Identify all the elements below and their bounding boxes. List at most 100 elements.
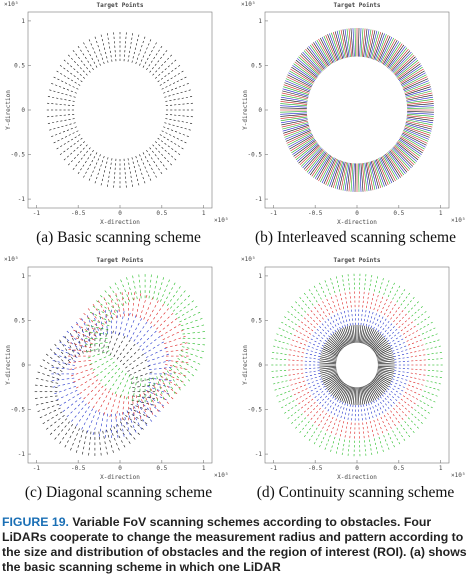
pattern-stroke — [396, 348, 399, 351]
pattern-stroke — [132, 56, 134, 59]
pattern-stroke — [323, 393, 326, 396]
pattern-stroke — [110, 358, 113, 360]
pattern-stroke — [406, 397, 409, 400]
pattern-stroke — [151, 399, 154, 403]
pattern-stroke — [90, 342, 93, 344]
pattern-stroke — [152, 358, 155, 361]
pattern-stroke — [284, 336, 287, 338]
pattern-stroke — [136, 160, 139, 163]
pattern-stroke — [322, 426, 324, 429]
pattern-stroke — [35, 404, 39, 406]
pattern-stroke — [71, 356, 74, 360]
pattern-stroke — [97, 328, 99, 331]
x-label: X-direction — [100, 474, 140, 481]
pattern-stroke — [336, 30, 345, 59]
pattern-stroke — [62, 409, 66, 412]
pattern-stroke — [419, 400, 422, 402]
pattern-stroke — [402, 342, 405, 344]
pattern-stroke — [114, 391, 117, 394]
pattern-stroke — [327, 288, 330, 291]
pattern-stroke — [377, 35, 389, 62]
pattern-stroke — [375, 159, 387, 186]
pattern-stroke — [59, 153, 62, 155]
pattern-stroke — [376, 371, 393, 378]
pattern-stroke — [90, 389, 94, 393]
pattern-stroke — [174, 344, 178, 346]
pattern-stroke — [314, 420, 317, 424]
pattern-stroke — [323, 374, 339, 384]
pattern-stroke — [421, 313, 424, 316]
pattern-stroke — [394, 423, 396, 427]
pattern-stroke — [162, 382, 166, 385]
pattern-stroke — [123, 355, 126, 359]
pattern-stroke — [139, 410, 141, 414]
pattern-stroke — [322, 410, 324, 413]
pattern-stroke — [390, 149, 409, 172]
pattern-stroke — [321, 352, 338, 359]
pattern-stroke — [64, 444, 67, 448]
pattern-stroke — [180, 324, 184, 327]
pattern-stroke — [158, 49, 160, 52]
pattern-stroke — [142, 414, 146, 416]
pattern-stroke — [168, 95, 171, 97]
pattern-stroke — [326, 443, 328, 446]
pattern-stroke — [309, 152, 327, 176]
pattern-stroke — [290, 344, 293, 346]
y-tick-label: 0.5 — [251, 317, 262, 324]
pattern-stroke — [81, 414, 84, 418]
pattern-stroke — [389, 416, 392, 419]
pattern-stroke — [360, 28, 364, 57]
pattern-stroke — [379, 407, 382, 410]
pattern-stroke — [83, 42, 85, 45]
pattern-stroke — [58, 132, 62, 134]
pattern-stroke — [58, 418, 61, 421]
pattern-stroke — [124, 372, 127, 376]
pattern-stroke — [283, 84, 310, 94]
pattern-stroke — [66, 70, 69, 72]
pattern-stroke — [341, 429, 343, 433]
pattern-stroke — [329, 33, 340, 61]
pattern-stroke — [307, 336, 310, 339]
pattern-stroke — [297, 143, 319, 162]
pattern-stroke — [344, 416, 346, 420]
pattern-stroke — [377, 360, 395, 363]
pattern-stroke — [407, 310, 410, 313]
pattern-stroke — [433, 400, 436, 403]
pattern-stroke — [135, 174, 138, 177]
pattern-stroke — [307, 320, 310, 323]
y-tick-label: -0.5 — [248, 152, 263, 159]
pattern-stroke — [290, 384, 293, 386]
pattern-stroke — [105, 302, 108, 305]
pattern-stroke — [310, 389, 313, 392]
pattern-stroke — [67, 140, 70, 143]
pattern-stroke — [337, 442, 340, 446]
pattern-stroke — [397, 306, 400, 310]
pattern-stroke — [314, 351, 317, 354]
pattern-stroke — [48, 369, 52, 372]
pattern-stroke — [103, 155, 105, 159]
pattern-stroke — [146, 318, 149, 322]
y-label: Y-direction — [242, 345, 249, 385]
pattern-stroke — [94, 386, 97, 389]
pattern-stroke — [405, 90, 432, 98]
pattern-stroke — [372, 406, 374, 409]
pattern-stroke — [304, 404, 307, 406]
pattern-stroke — [177, 145, 180, 148]
pattern-stroke — [155, 147, 158, 150]
pattern-stroke — [374, 303, 377, 306]
pattern-stroke — [388, 393, 391, 396]
pattern-stroke — [350, 163, 354, 192]
pattern-stroke — [145, 321, 148, 325]
pattern-stroke — [179, 364, 182, 367]
pattern-stroke — [180, 139, 183, 142]
pattern-stroke — [45, 380, 49, 382]
pattern-stroke — [336, 399, 339, 402]
pattern-stroke — [297, 409, 300, 412]
pattern-stroke — [128, 415, 131, 418]
pattern-stroke — [112, 305, 114, 308]
pattern-stroke — [326, 341, 341, 353]
pattern-stroke — [310, 404, 313, 407]
pattern-stroke — [339, 438, 341, 441]
pattern-stroke — [388, 46, 406, 69]
pattern-stroke — [62, 335, 66, 339]
